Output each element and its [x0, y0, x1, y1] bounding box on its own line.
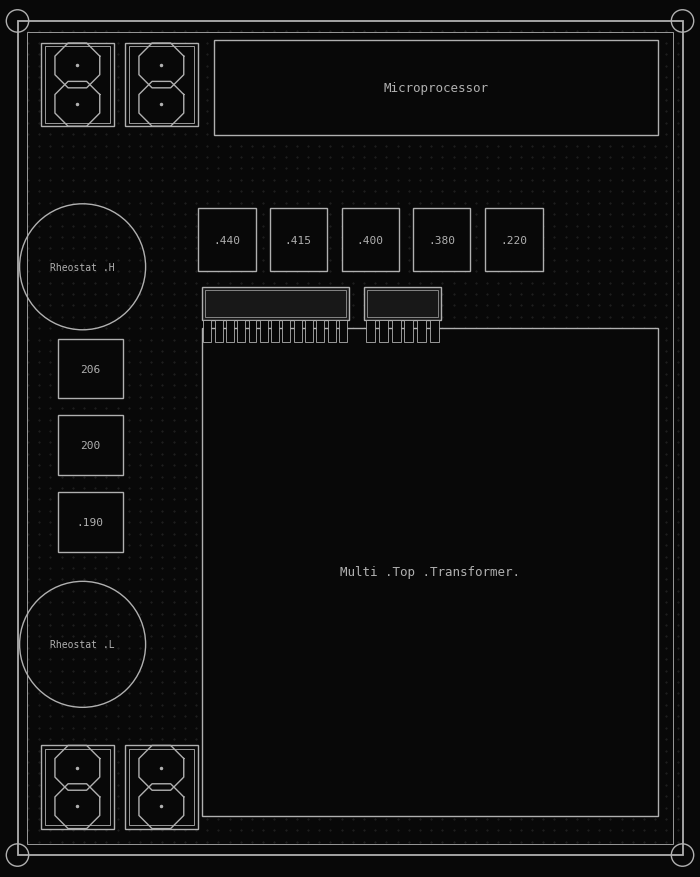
Bar [202, 329, 658, 816]
Bar [202, 288, 349, 321]
Bar [215, 321, 223, 343]
Bar [305, 321, 313, 343]
Text: .220: .220 [500, 235, 527, 246]
Bar [366, 321, 375, 343]
Bar [294, 321, 302, 343]
Text: .440: .440 [214, 235, 240, 246]
Bar [41, 44, 114, 127]
Bar [58, 339, 122, 399]
Bar [342, 209, 399, 272]
Bar [58, 493, 122, 553]
Bar [271, 321, 279, 343]
Text: Rheostat .H: Rheostat .H [50, 262, 115, 273]
Bar [129, 749, 194, 825]
Bar [45, 749, 110, 825]
Bar [226, 321, 234, 343]
Bar [405, 321, 414, 343]
Bar [364, 288, 441, 321]
Bar [316, 321, 324, 343]
Bar [260, 321, 267, 343]
Bar [203, 321, 211, 343]
Bar [125, 44, 198, 127]
Bar [125, 745, 198, 829]
Bar [413, 209, 470, 272]
Text: .415: .415 [285, 235, 312, 246]
Bar [214, 41, 658, 136]
Bar [328, 321, 335, 343]
Bar [248, 321, 256, 343]
Bar [45, 47, 110, 124]
Bar [430, 321, 439, 343]
Text: .400: .400 [357, 235, 384, 246]
Text: Multi .Top .Transformer.: Multi .Top .Transformer. [340, 566, 520, 579]
Text: 206: 206 [80, 364, 100, 374]
Bar [58, 416, 122, 475]
Bar [379, 321, 388, 343]
Bar [270, 209, 327, 272]
Bar [417, 321, 426, 343]
Bar [41, 745, 114, 829]
Bar [367, 290, 438, 318]
Bar [391, 321, 400, 343]
Bar [198, 209, 256, 272]
Bar [204, 290, 346, 318]
Text: 200: 200 [80, 440, 100, 451]
Bar [282, 321, 290, 343]
Bar [485, 209, 542, 272]
Text: .190: .190 [77, 517, 104, 528]
Bar [339, 321, 347, 343]
Text: .380: .380 [428, 235, 455, 246]
Bar [237, 321, 245, 343]
Text: Rheostat .L: Rheostat .L [50, 639, 115, 650]
Bar [129, 47, 194, 124]
Text: Microprocessor: Microprocessor [384, 82, 489, 95]
